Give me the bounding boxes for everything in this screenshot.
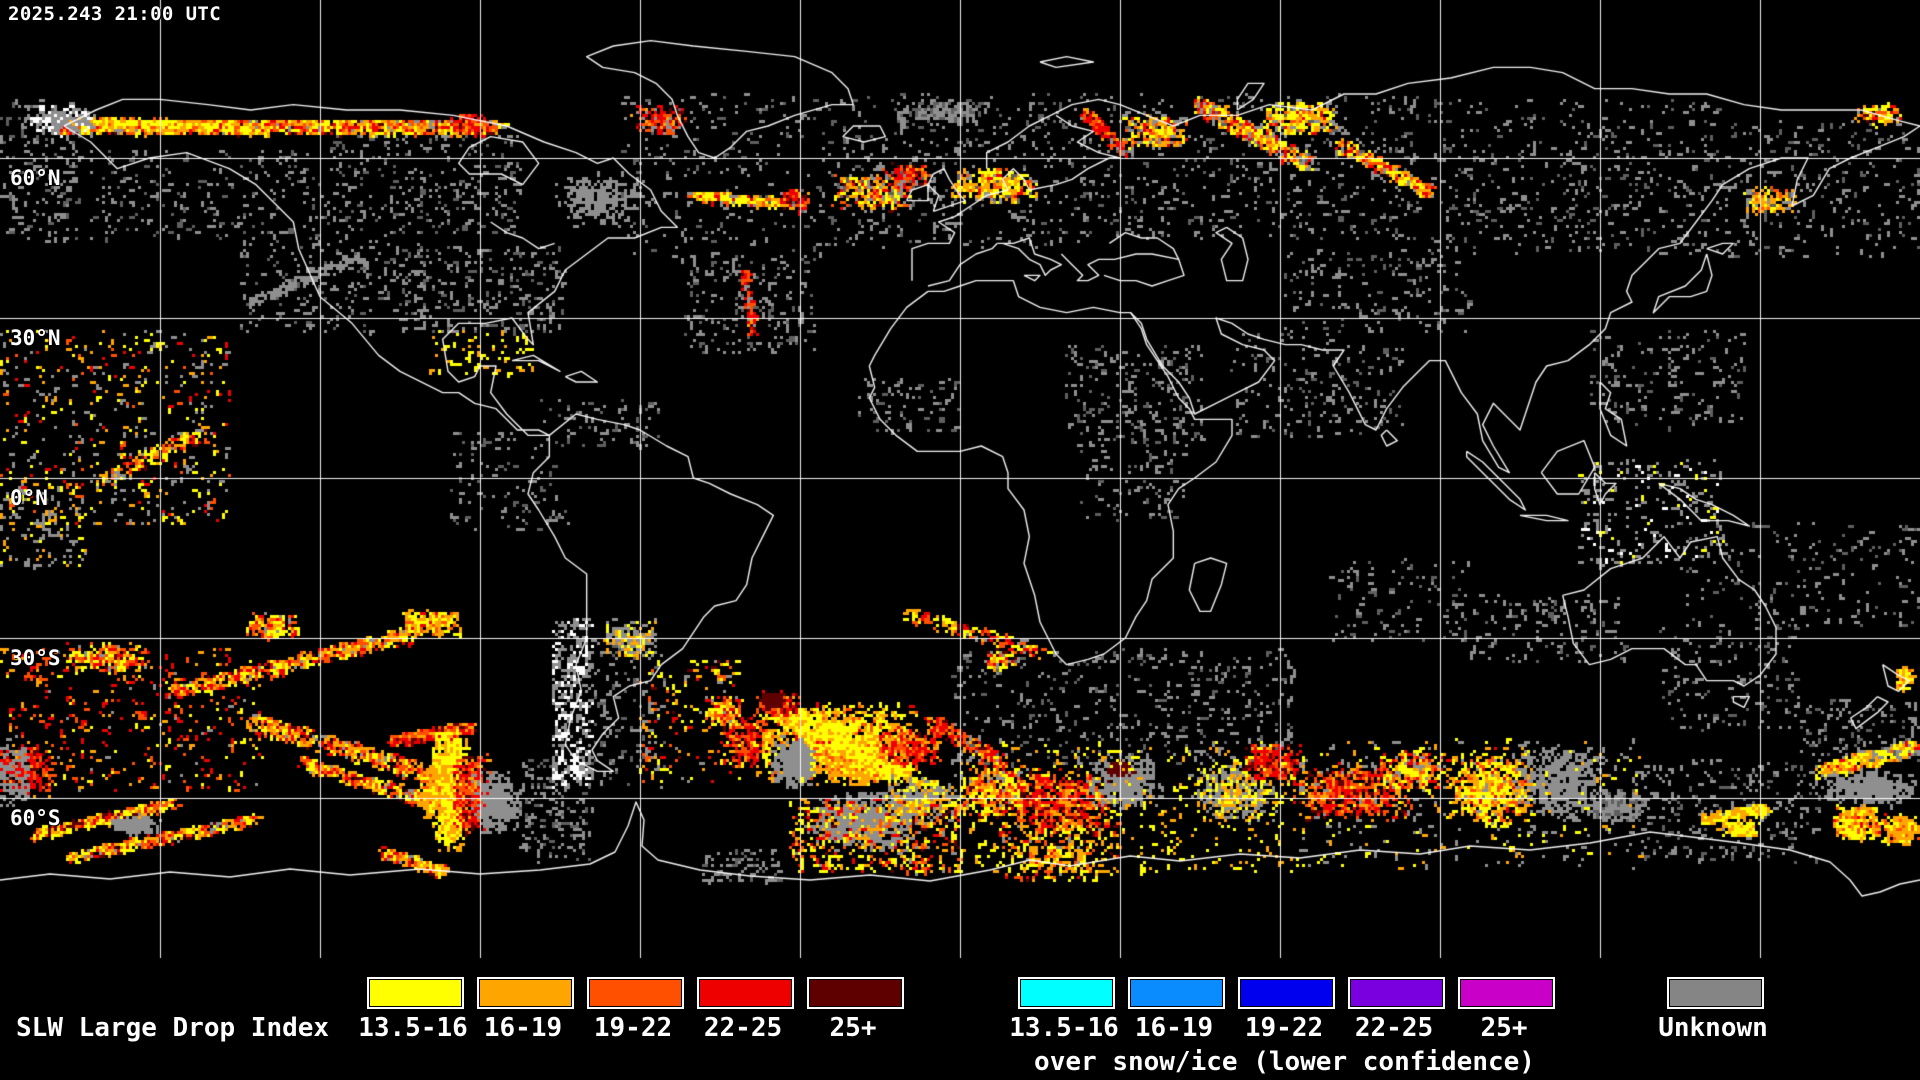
lat-label-60n: 60°N bbox=[10, 166, 61, 190]
legend-label-std-19-22: 19-22 bbox=[593, 1013, 673, 1043]
legend-swatch-std-22-25 bbox=[697, 977, 794, 1009]
legend-swatch-ice-22-25 bbox=[1348, 977, 1445, 1009]
lat-label-0n: 0°N bbox=[10, 486, 48, 510]
legend-label-ice-22-25: 22-25 bbox=[1354, 1013, 1434, 1043]
legend-label-std-13.5-16: 13.5-16 bbox=[358, 1013, 468, 1043]
legend-swatch-ice-19-22 bbox=[1238, 977, 1335, 1009]
legend-label-std-25plus: 25+ bbox=[829, 1013, 877, 1043]
legend-label-ice-19-22: 19-22 bbox=[1244, 1013, 1324, 1043]
lat-label-30s: 30°S bbox=[10, 646, 61, 670]
legend-swatch-std-25plus bbox=[807, 977, 904, 1009]
lat-label-60s: 60°S bbox=[10, 806, 61, 830]
legend-label-unknown: Unknown bbox=[1658, 1013, 1768, 1043]
lat-label-30n: 30°N bbox=[10, 326, 61, 350]
legend-swatch-unknown bbox=[1667, 977, 1764, 1009]
legend-swatch-ice-25plus bbox=[1458, 977, 1555, 1009]
legend-label-ice-16-19: 16-19 bbox=[1134, 1013, 1214, 1043]
legend-snow-ice-caption: over snow/ice (lower confidence) bbox=[1034, 1047, 1535, 1077]
legend-swatch-ice-13.5-16 bbox=[1018, 977, 1115, 1009]
legend-swatch-std-19-22 bbox=[587, 977, 684, 1009]
legend-label-std-16-19: 16-19 bbox=[483, 1013, 563, 1043]
legend-label-ice-13.5-16: 13.5-16 bbox=[1009, 1013, 1119, 1043]
legend-swatch-std-16-19 bbox=[477, 977, 574, 1009]
timestamp: 2025.243 21:00 UTC bbox=[8, 3, 222, 25]
legend-swatch-std-13.5-16 bbox=[367, 977, 464, 1009]
legend-label-ice-25plus: 25+ bbox=[1480, 1013, 1528, 1043]
legend-swatch-ice-16-19 bbox=[1128, 977, 1225, 1009]
legend-label-std-22-25: 22-25 bbox=[703, 1013, 783, 1043]
legend-title: SLW Large Drop Index bbox=[16, 1013, 330, 1043]
